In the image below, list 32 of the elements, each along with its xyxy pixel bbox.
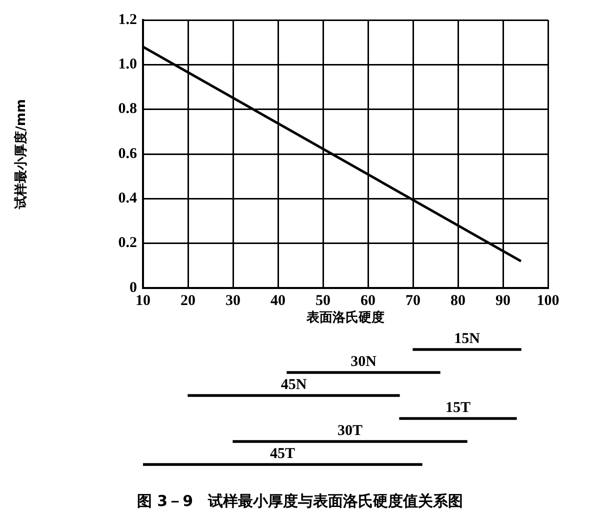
x-tick-label: 40 [270,292,286,309]
bar [188,394,400,397]
bar [143,463,422,466]
bar [286,371,440,374]
y-tick-label: 15N [454,330,480,347]
x-axis-title: 表面洛氏硬度 [306,310,384,326]
x-tick-label: 20 [180,292,196,309]
x-tick-label: 50 [316,292,330,309]
y-tick-label: 0.8 [118,101,137,118]
x-tick-label: 30 [226,292,240,309]
y-tick-label: 30T [337,422,363,439]
x-tick-label: 90 [496,292,510,309]
bar [232,440,468,443]
bar [412,348,522,351]
y-tick-label: 15T [445,400,471,416]
y-tick-label: 30N [350,354,377,370]
y-tick-label: 1.2 [118,12,137,28]
x-tick-label: 70 [406,292,420,309]
y-axis-title: 试样最小厚度/mm [13,99,30,210]
y-tick-label: 45N [280,376,307,393]
x-tick-label: 100 [536,292,560,309]
x-tick-label: 80 [450,292,466,309]
y-tick-label: 1.0 [118,56,137,73]
x-tick-label: 10 [136,292,150,309]
caption: 图 3－9 试样最小厚度与表面洛氏硬度值关系图 [136,492,464,511]
x-tick-label: 60 [360,292,376,309]
y-tick-label: 0.2 [118,235,137,252]
y-tick-label: 0 [130,280,137,296]
y-tick-label: 0.4 [118,190,138,207]
y-tick-label: 45T [270,446,296,462]
y-tick-label: 0.6 [118,146,138,162]
bar [399,417,517,420]
